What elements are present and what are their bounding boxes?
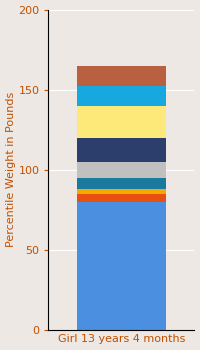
Bar: [77, 177, 166, 189]
Bar: [77, 138, 166, 162]
Bar: [77, 194, 166, 202]
Bar: [77, 189, 166, 194]
Bar: [77, 86, 166, 106]
Bar: [77, 202, 166, 330]
Bar: [77, 65, 166, 86]
Bar: [77, 162, 166, 177]
Y-axis label: Percentile Weight in Pounds: Percentile Weight in Pounds: [6, 92, 16, 247]
Bar: [77, 106, 166, 138]
